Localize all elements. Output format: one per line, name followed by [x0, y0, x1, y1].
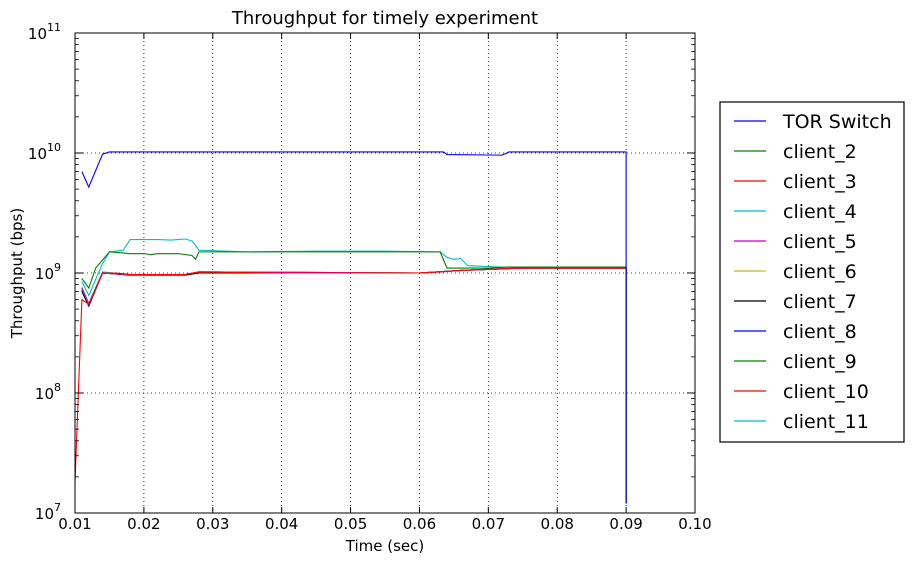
series-line-client-10	[81, 267, 627, 504]
legend-label: client_10	[783, 381, 869, 403]
y-tick-label: 1010	[28, 141, 61, 163]
x-tick-label: 0.04	[265, 515, 298, 533]
series-line-client-6	[81, 267, 627, 504]
legend-label: client_4	[783, 201, 857, 223]
x-axis-title: Time (sec)	[345, 537, 424, 555]
y-tick-label: 109	[35, 261, 61, 283]
x-tick-label: 0.05	[334, 515, 367, 533]
x-tick-label: 0.07	[472, 515, 505, 533]
legend-label: client_2	[783, 141, 857, 163]
legend-label: client_6	[783, 261, 857, 283]
y-axis: 107 108 109 1010 1011	[28, 21, 695, 523]
y-tick-label: 107	[35, 501, 61, 523]
x-tick-label: 0.03	[196, 515, 229, 533]
legend-label: client_7	[783, 291, 857, 313]
y-axis-title: Throughput (bps)	[8, 208, 26, 339]
legend-label: client_5	[783, 231, 857, 253]
legend-label: client_9	[783, 351, 857, 373]
series-line-client-7	[81, 267, 627, 504]
series-line-client-5	[81, 267, 627, 504]
y-tick-label: 1011	[28, 21, 61, 43]
legend-label: client_8	[783, 321, 857, 343]
x-tick-label: 0.08	[541, 515, 574, 533]
y-tick-label: 108	[35, 381, 61, 403]
x-tick-label: 0.09	[609, 515, 642, 533]
x-axis: 0.01 0.02 0.03 0.04 0.05 0.06 0.07 0.08 0.09 0.10	[58, 33, 712, 533]
series-line-client-3	[74, 267, 627, 504]
legend-box	[719, 101, 905, 443]
series-line-client-4	[81, 238, 627, 504]
legend-label: TOR Switch	[782, 111, 892, 133]
legend: TOR Switch client_2 client_3 client_4client…	[719, 101, 905, 443]
chart-title: Throughput for timely experiment	[231, 8, 538, 29]
series-line-client-11	[81, 267, 627, 504]
series-line-client-9	[81, 267, 627, 504]
series-line-tor-switch	[81, 151, 627, 504]
series-line-client-8	[81, 267, 627, 504]
legend-label: client_3	[783, 171, 857, 193]
x-tick-label: 0.06	[403, 515, 436, 533]
series-line-client-2	[81, 251, 627, 504]
legend-label: client_11	[783, 411, 869, 433]
x-tick-label: 0.01	[58, 515, 91, 533]
x-tick-label: 0.02	[127, 515, 160, 533]
plot-area	[74, 151, 627, 504]
x-tick-label: 0.10	[678, 515, 711, 533]
